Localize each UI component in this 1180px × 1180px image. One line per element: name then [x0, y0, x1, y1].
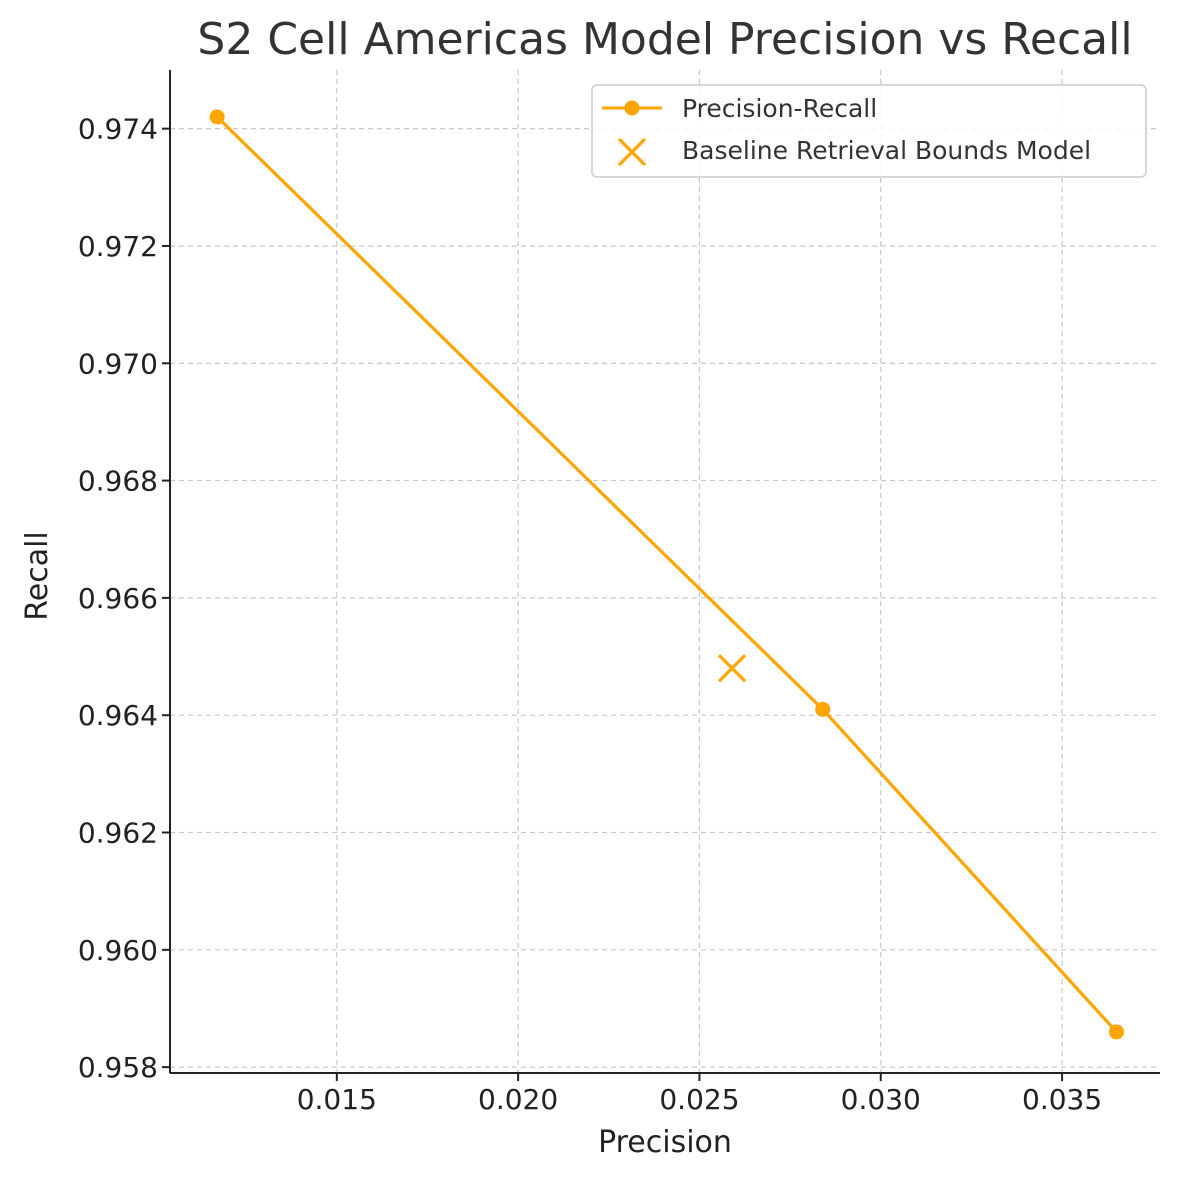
- precision-recall-point: [815, 701, 831, 717]
- y-tick-label: 0.958: [78, 1051, 158, 1084]
- grid-lines: [170, 70, 1160, 1073]
- legend-label-baseline: Baseline Retrieval Bounds Model: [682, 136, 1091, 165]
- x-tick-label: 0.015: [297, 1083, 377, 1116]
- chart-title: S2 Cell Americas Model Precision vs Reca…: [197, 14, 1132, 65]
- axes-spines: [169, 70, 1160, 1074]
- legend: Precision-Recall Baseline Retrieval Boun…: [591, 84, 1147, 178]
- y-tick-label: 0.962: [78, 817, 158, 850]
- x-tick-label: 0.035: [1022, 1083, 1102, 1116]
- y-tick-label: 0.972: [78, 230, 158, 263]
- legend-marker-baseline: [617, 137, 647, 167]
- x-axis-label: Precision: [598, 1125, 732, 1160]
- precision-recall-point: [1108, 1024, 1124, 1040]
- y-tick-label: 0.970: [78, 347, 158, 380]
- precision-recall-point: [209, 109, 225, 125]
- data-series: [209, 109, 1124, 1040]
- baseline-point: [717, 654, 747, 683]
- legend-box: [591, 84, 1147, 178]
- y-tick-label: 0.960: [78, 934, 158, 967]
- x-tick-label: 0.030: [841, 1083, 921, 1116]
- precision-recall-line: [216, 115, 1118, 1034]
- x-tick-label: 0.020: [478, 1083, 558, 1116]
- y-tick-label: 0.974: [78, 113, 158, 146]
- y-tick-label: 0.964: [78, 699, 158, 732]
- legend-x-marker-icon: [617, 137, 647, 167]
- y-tick-label: 0.968: [78, 465, 158, 498]
- legend-label-precision-recall: Precision-Recall: [682, 94, 877, 123]
- x-tick-label: 0.025: [659, 1083, 739, 1116]
- y-axis-label: Recall: [20, 531, 55, 621]
- axis-ticks: 0.015 0.020 0.025 0.030 0.035 0.958 0.960 0.962…: [78, 113, 1102, 1116]
- y-tick-label: 0.966: [78, 582, 158, 615]
- legend-marker-precision-recall: [624, 100, 640, 116]
